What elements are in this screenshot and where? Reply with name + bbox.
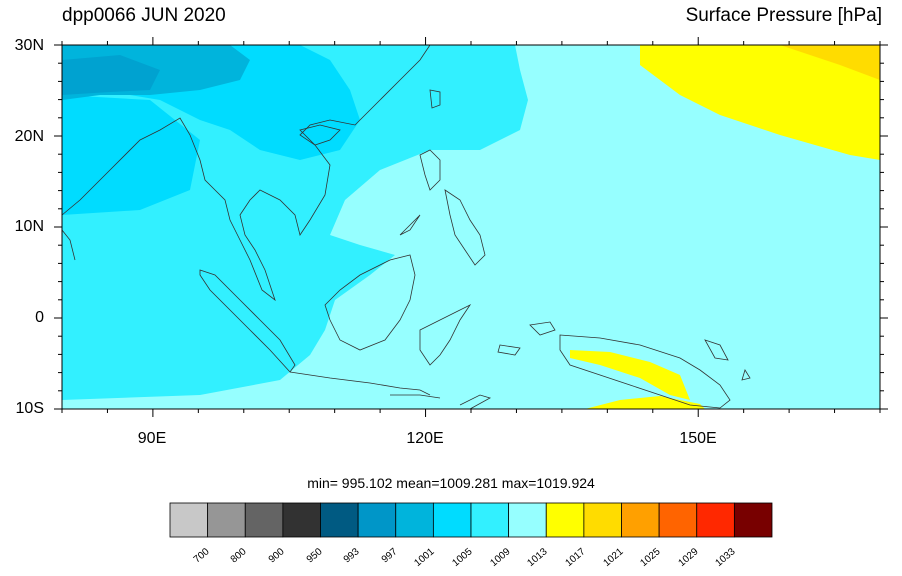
colorbar-swatch [395, 502, 434, 538]
colorbar-swatch [658, 502, 698, 538]
south-edge-high [585, 396, 705, 409]
colorbar-swatch [621, 502, 660, 538]
pressure-field-1001-b [62, 95, 200, 215]
coastlines [61, 44, 751, 410]
pressure-field-1017 [640, 45, 880, 160]
lat-label-0: 0 [35, 309, 44, 326]
lat-label-20n: 20N [14, 128, 44, 145]
colorbar-swatch [432, 502, 472, 538]
colorbar-swatch [207, 502, 246, 538]
colorbar-swatch [508, 502, 547, 538]
lon-label-90e: 90E [137, 430, 167, 447]
lon-label-150e: 150E [679, 430, 717, 447]
colorbar-swatch [244, 502, 284, 538]
colorbar-swatch [733, 502, 773, 538]
map-title: dpp0066 JUN 2020 [62, 5, 226, 26]
colorbar-swatch [169, 502, 209, 538]
lat-label-30n: 30N [14, 37, 44, 54]
colorbar-swatch [696, 502, 735, 538]
new-guinea-highland [570, 350, 690, 400]
variable-title: Surface Pressure [hPa] [685, 5, 882, 26]
colorbar-swatch [320, 502, 359, 538]
lat-label-10s: 10S [15, 400, 44, 417]
colorbar-swatch [470, 502, 510, 538]
colorbar [169, 502, 773, 538]
colorbar-swatch [583, 502, 622, 538]
colorbar-swatch [282, 502, 321, 538]
axis-ticks [54, 37, 888, 417]
colorbar-swatch [357, 502, 397, 538]
lat-label-10n: 10N [14, 218, 44, 235]
stats-line: min= 995.102 mean=1009.281 max=1019.924 [307, 475, 595, 491]
lon-label-120e: 120E [406, 430, 444, 447]
colorbar-swatch [545, 502, 585, 538]
pressure-field-993 [62, 55, 160, 95]
pressure-field-1021 [780, 45, 880, 80]
